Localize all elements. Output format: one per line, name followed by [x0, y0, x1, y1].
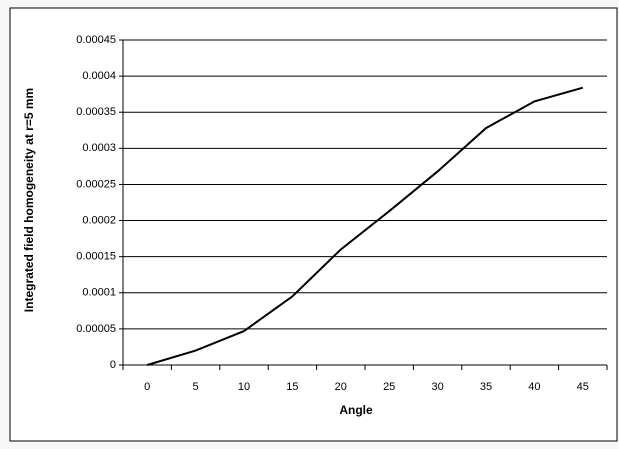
- x-tick-label: 0: [144, 381, 150, 393]
- x-axis-title: Angle: [339, 403, 373, 417]
- x-tick-label: 35: [480, 381, 492, 393]
- x-tick-label: 5: [193, 381, 199, 393]
- x-tick-label: 40: [528, 381, 540, 393]
- x-tick-label: 45: [577, 381, 589, 393]
- x-tick-label: 15: [286, 381, 298, 393]
- y-axis-title: Integrated field homogeneity at r=5 mm: [22, 88, 36, 312]
- x-tick-label: 10: [238, 381, 250, 393]
- x-tick-label: 20: [335, 381, 347, 393]
- data-line: [146, 86, 584, 366]
- y-tick-label: 0.0002: [82, 214, 116, 226]
- y-tick-label: 0.00025: [76, 178, 116, 190]
- y-tick-label: 0.00045: [76, 34, 116, 46]
- x-tick-label: 25: [383, 381, 395, 393]
- chart-frame: [9, 7, 618, 442]
- y-tick-label: 0.0004: [82, 70, 116, 82]
- y-tick-label: 0.00035: [76, 106, 116, 118]
- y-tick-label: 0: [110, 359, 116, 371]
- y-tick-label: 0.00015: [76, 251, 116, 263]
- y-tick-label: 0.0001: [82, 287, 116, 299]
- y-tick-label: 0.00005: [76, 323, 116, 335]
- x-tick-label: 30: [431, 381, 443, 393]
- y-tick-label: 0.0003: [82, 142, 116, 154]
